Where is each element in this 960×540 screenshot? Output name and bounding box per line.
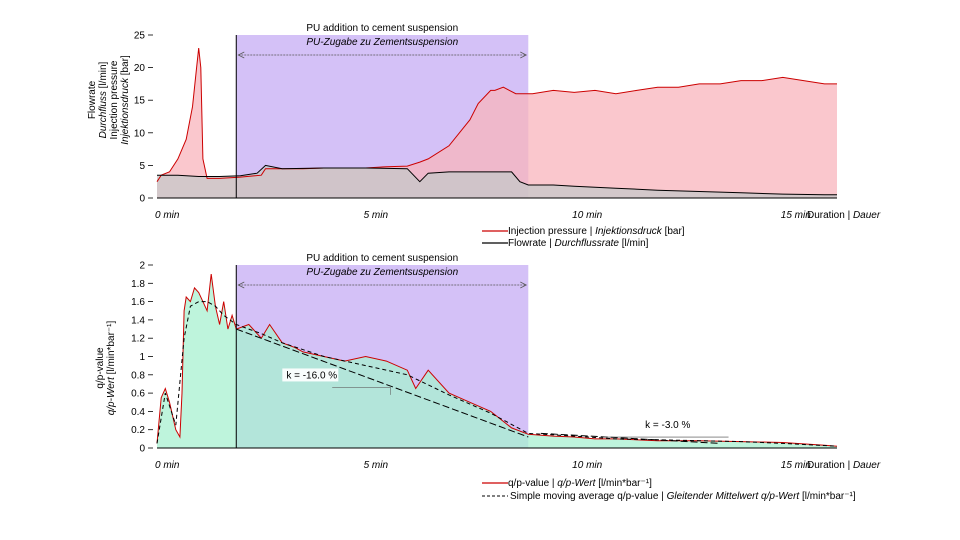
y-tick-label: 5 [139,161,145,172]
series-line-1 [157,164,837,196]
y-tick-label: 0.8 [131,370,145,381]
x-tick-label: 5 min [364,210,389,221]
trend-line-1 [236,328,529,438]
y-label-injektionsdruck: Injektionsdruck [bar] [120,55,131,145]
x-tick-label: 15 min [781,210,811,221]
y-tick-label: 0 [139,444,145,455]
annotation-title: PU addition to cement suspension [306,23,458,34]
annotation-subtitle: PU-Zugabe zu Zementsuspension [306,37,458,48]
series-area-0 [157,274,837,448]
legend: q/p-value | q/p-Wert [l/min*bar⁻¹] Simpl… [482,478,856,502]
legend: Injection pressure | Injektionsdruck [ba… [482,226,685,249]
x-axis-label: Duration | Dauer [807,460,881,471]
x-axis-label: Duration | Dauer [807,210,881,221]
y-label-flowrate: Flowrate [87,80,98,119]
y-axis-label: q/p-value q/p-Wert [l/min*bar⁻¹] [95,320,117,415]
y-tick-label: 2 [139,261,145,272]
legend-label-flowrate: Flowrate | Durchflussrate [l/min] [508,238,649,249]
arrow-head-left [237,281,245,289]
arrow-head-left [237,51,245,59]
annotation-title: PU addition to cement suspension [306,253,458,264]
legend-label-qp: q/p-value | q/p-Wert [l/min*bar⁻¹] [508,478,652,489]
y-label-durchfluss: Durchfluss [l/min] [98,61,109,138]
y-tick-label: 10 [134,128,146,139]
trend-label: k = -3.0 % [645,420,690,431]
y-tick-label: 0.4 [131,407,145,418]
series-area-1 [157,165,837,198]
trend-label-box [641,417,698,431]
y-tick-label: 1.6 [131,297,145,308]
arrow-head-right [520,281,528,289]
trend-label: k = -16.0 % [286,370,337,381]
x-tick-label: 10 min [572,210,602,221]
y-label-injection-pressure: Injection pressure [109,60,120,139]
y-tick-label: 1.2 [131,334,145,345]
y-tick-label: 0 [139,194,145,205]
y-tick-label: 0.6 [131,389,145,400]
y-tick-label: 0.2 [131,425,145,436]
x-tick-label: 5 min [364,460,389,471]
y-label-qp-value: q/p-value [95,347,106,389]
y-tick-label: 1.8 [131,279,145,290]
y-label-qp-wert: q/p-Wert [l/min*bar⁻¹] [106,320,117,415]
x-tick-label: 0 min [155,460,180,471]
trend-slope-marker-1 [332,387,391,395]
x-tick-label: 10 min [572,460,602,471]
y-tick-label: 1.4 [131,315,145,326]
x-tick-label: 15 min [781,460,811,471]
y-tick-label: 25 [134,31,146,42]
y-tick-label: 1 [139,352,145,363]
legend-label-sma: Simple moving average q/p-value | Gleite… [510,491,856,502]
chart-qp-value: PU addition to cement suspension PU-Zuga… [95,253,881,502]
legend-label-pressure: Injection pressure | Injektionsdruck [ba… [508,226,685,237]
y-tick-label: 15 [134,96,146,107]
y-tick-label: 20 [134,63,146,74]
chart-pressure-flowrate: PU addition to cement suspension PU-Zuga… [87,23,881,249]
arrow-head-right [520,51,528,59]
y-axis-label: Flowrate Durchfluss [l/min] Injection pr… [87,55,131,145]
series-area-0 [157,48,837,198]
x-tick-label: 0 min [155,210,180,221]
series-line-0 [156,47,837,182]
annotation-subtitle: PU-Zugabe zu Zementsuspension [306,267,458,278]
trend-label-box [282,368,339,382]
